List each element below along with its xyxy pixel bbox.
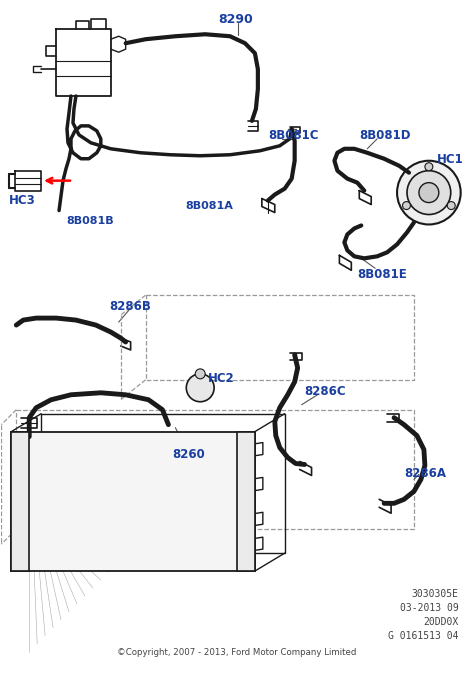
Text: 20DD0X: 20DD0X [423, 617, 459, 627]
Text: ©Copyright, 2007 - 2013, Ford Motor Company Limited: ©Copyright, 2007 - 2013, Ford Motor Comp… [117, 647, 357, 657]
Text: G 0161513 04: G 0161513 04 [388, 631, 459, 641]
Text: 8286C: 8286C [305, 385, 346, 398]
Text: 8B081D: 8B081D [359, 129, 411, 142]
Text: 8B081C: 8B081C [268, 129, 319, 142]
Circle shape [186, 374, 214, 402]
Circle shape [447, 201, 455, 210]
Circle shape [195, 369, 205, 379]
Text: 8290: 8290 [218, 14, 253, 26]
Text: 8286B: 8286B [109, 300, 151, 313]
Text: 3030305E: 3030305E [412, 589, 459, 599]
Bar [237, 432, 255, 571]
Circle shape [407, 171, 451, 214]
Text: 8B081B: 8B081B [66, 216, 114, 226]
Bar [11, 432, 255, 571]
Text: 8286A: 8286A [404, 467, 446, 481]
Text: 8B081E: 8B081E [357, 268, 407, 281]
Circle shape [425, 163, 433, 171]
Bar [11, 432, 29, 571]
Text: 03-2013 09: 03-2013 09 [400, 603, 459, 613]
Circle shape [402, 201, 410, 210]
Text: HC2: HC2 [208, 372, 235, 385]
Text: HC3: HC3 [9, 194, 36, 207]
Circle shape [397, 161, 461, 224]
Text: HC1: HC1 [437, 153, 464, 165]
Text: 8260: 8260 [173, 447, 205, 460]
Circle shape [419, 182, 439, 203]
Text: 8B081A: 8B081A [185, 201, 233, 211]
